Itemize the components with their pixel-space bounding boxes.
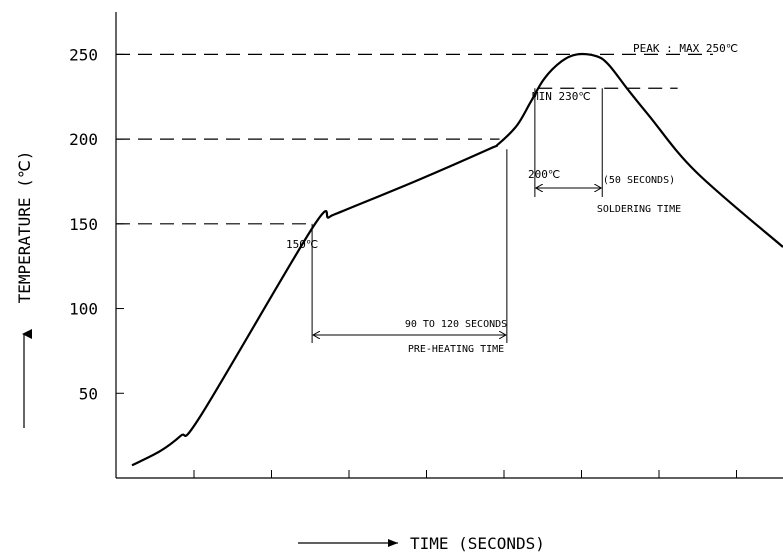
- y-axis-title: TEMPERATURE (℃): [15, 151, 34, 304]
- temperature-profile-line: [131, 52, 783, 467]
- soldering-time-label: SOLDERING TIME: [597, 204, 681, 215]
- series-curves: [131, 52, 783, 467]
- annotation-200: 200℃: [528, 168, 560, 181]
- reference-lines: [116, 53, 713, 225]
- annotation-peak: PEAK : MAX 250℃: [633, 42, 738, 55]
- preheat-time-label: PRE-HEATING TIME: [408, 344, 504, 355]
- span-markers: [311, 88, 603, 343]
- y-tick-label-150: 150: [69, 215, 98, 234]
- x-axis-title: TIME (SECONDS): [410, 534, 545, 553]
- y-tick-label-100: 100: [69, 300, 98, 319]
- annotation-150: 150℃: [286, 238, 318, 251]
- y-tick-label-250: 250: [69, 45, 98, 64]
- x-axis-ticks: [193, 470, 737, 478]
- y-axis-ticks: 50 100 150 200 250: [69, 45, 124, 403]
- y-tick-label-50: 50: [79, 384, 98, 403]
- preheat-duration-label: 90 TO 120 SECONDS: [405, 319, 507, 330]
- soldering-duration-label: (50 SECONDS): [603, 175, 675, 186]
- annotation-min-230: MIN 230℃: [532, 90, 591, 103]
- y-tick-label-200: 200: [69, 130, 98, 149]
